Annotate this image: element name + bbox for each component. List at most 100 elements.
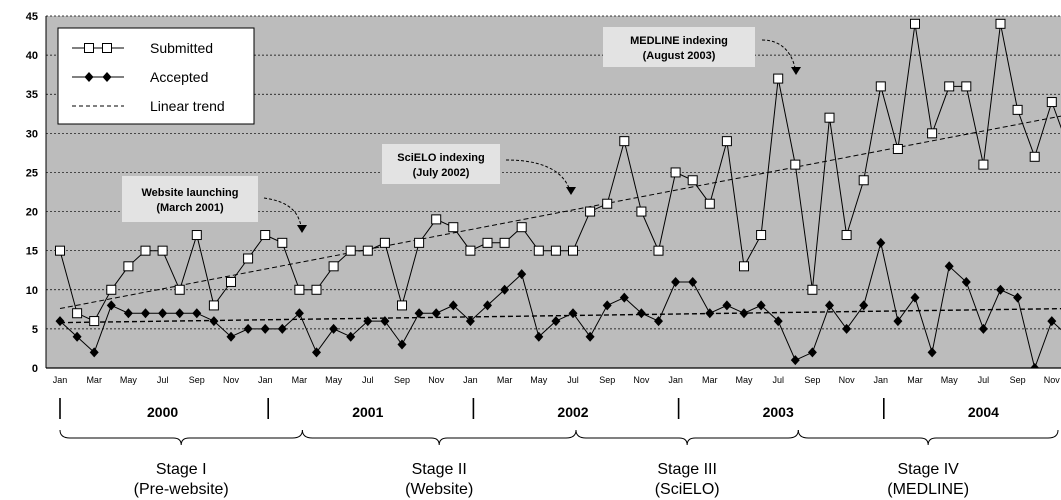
accepted-point [226, 331, 236, 342]
submitted-point [550, 245, 561, 256]
stage-bracket [59, 429, 303, 446]
submitted-point [670, 167, 681, 178]
submitted-point [311, 284, 322, 295]
series-line-accepted [59, 242, 1061, 368]
accepted-point [483, 300, 492, 311]
submitted-point [704, 198, 715, 209]
annotation-box [122, 176, 258, 222]
accepted-point [363, 316, 373, 327]
accepted-point [243, 323, 253, 334]
stage-4: Stage IV (MEDLINE) [797, 429, 1059, 498]
accepted-point [910, 292, 920, 303]
submitted-point [140, 245, 151, 256]
annotation-box [382, 144, 500, 184]
legend-marker [102, 72, 112, 82]
submitted-point [568, 245, 578, 256]
accepted-point [175, 308, 185, 319]
submitted-point [892, 143, 903, 154]
legend-label: Submitted [150, 40, 213, 56]
submitted-point [191, 230, 202, 241]
accepted-point [876, 237, 886, 248]
submitted-point [721, 136, 732, 147]
submitted-point [482, 237, 493, 248]
x-tick-label: Mar [907, 375, 923, 385]
submitted-point [790, 159, 801, 170]
x-tick-label: May [941, 375, 959, 385]
accepted-point [619, 292, 629, 303]
x-tick-label: Jan [668, 375, 683, 385]
submitted-point [55, 245, 65, 256]
stage-title: Stage III [657, 461, 717, 478]
stage-brackets: Stage I(Pre-website)Stage II(Website)Sta… [59, 429, 1059, 498]
x-tick-label: Jul [978, 375, 990, 385]
submitted-point [72, 308, 83, 319]
accepted-point [517, 269, 527, 280]
accepted-point [1013, 292, 1023, 303]
x-tick-label: Nov [428, 375, 445, 385]
accepted-point [927, 347, 937, 358]
submitted-point [533, 245, 544, 256]
y-tick-label: 15 [26, 246, 38, 258]
annotation-date: (August 2003) [643, 50, 716, 62]
x-tick-label: Sep [599, 375, 615, 385]
y-tick-label: 10 [26, 285, 38, 297]
accepted-point [158, 308, 168, 319]
submitted-point [602, 198, 613, 209]
annotation-arrow [761, 39, 797, 75]
legend: Submitted Accepted Linear trend [57, 27, 255, 125]
x-tick-label: Mar [702, 375, 718, 385]
x-tick-label: Jul [362, 375, 374, 385]
stage-bracket [301, 429, 577, 446]
accepted-point [380, 316, 390, 327]
x-tick-label: Jul [567, 375, 579, 385]
submitted-point [328, 261, 339, 272]
annotation-title: Website launching [142, 187, 239, 199]
x-tick-label: May [120, 375, 138, 385]
year-label: 2004 [968, 404, 999, 420]
submitted-point [875, 81, 886, 92]
x-tick-label: Mar [292, 375, 308, 385]
x-tick-label: Sep [189, 375, 205, 385]
accepted-point [654, 316, 663, 327]
stage-title: Stage II [412, 461, 467, 478]
submitted-point [448, 222, 459, 233]
y-tick-label: 25 [26, 167, 38, 179]
year-label: 2000 [147, 404, 178, 420]
x-tick-label: Mar [86, 375, 102, 385]
stage-subtitle: (Website) [405, 481, 473, 498]
accepted-point [978, 323, 988, 334]
accepted-point [141, 308, 150, 319]
submitted-point [585, 206, 596, 217]
y-tick-label: 45 [26, 11, 38, 23]
legend-label: Linear trend [150, 98, 225, 114]
accepted-point [106, 300, 116, 311]
submitted-point [824, 112, 835, 123]
accepted-point [329, 323, 339, 334]
x-tick-label: Jan [463, 375, 478, 385]
submitted-point [927, 128, 938, 139]
submitted-point [1046, 97, 1057, 108]
accepted-point [705, 308, 715, 319]
accepted-point [842, 323, 852, 334]
year-label: 2001 [352, 404, 383, 420]
accepted-point [72, 331, 82, 342]
accepted-point [294, 308, 304, 319]
submitted-point [619, 136, 630, 147]
accepted-point [55, 316, 65, 327]
accepted-point [722, 300, 732, 311]
annotation-date: (July 2002) [413, 167, 470, 179]
x-tick-label: Nov [633, 375, 650, 385]
submitted-point [294, 284, 305, 295]
submitted-point [978, 159, 989, 170]
accepted-point [397, 339, 407, 350]
accepted-point [961, 276, 971, 287]
x-axis: Jan Mar May Jul Sep Nov 2000 Jan Mar May Jul Sep Nov… [53, 375, 1061, 420]
stage-subtitle: (Pre-website) [134, 481, 229, 498]
accepted-point [312, 347, 321, 358]
submitted-point [226, 276, 236, 287]
submitted-point [260, 230, 271, 241]
accepted-point [346, 331, 356, 342]
x-tick-label: Jul [157, 375, 169, 385]
accepted-point [277, 323, 287, 334]
